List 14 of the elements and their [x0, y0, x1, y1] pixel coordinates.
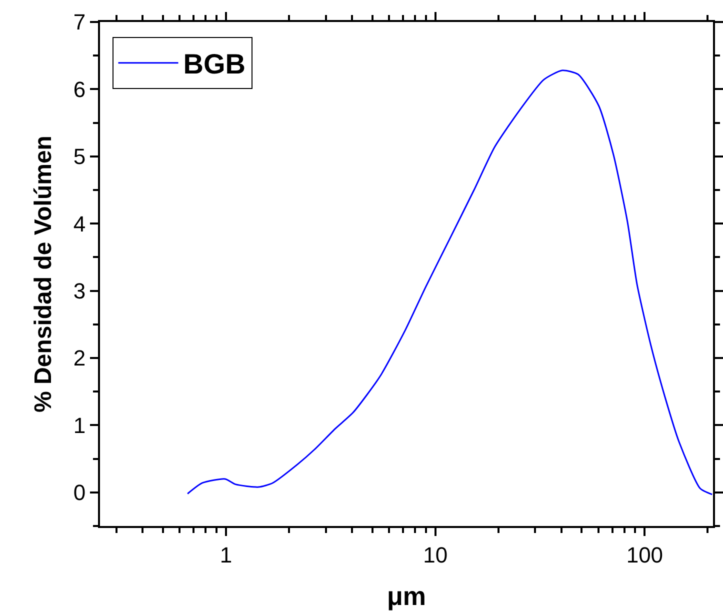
x-tick-label: 10 [423, 542, 448, 568]
y-tick-label: 2 [73, 346, 86, 371]
x-tick-label: 1 [220, 542, 232, 568]
y-tick-label: 0 [73, 480, 86, 506]
y-tick-label: 4 [73, 211, 86, 236]
x-axis-title: μm [386, 581, 426, 611]
y-tick-label: 3 [73, 278, 86, 304]
y-tick-label: 6 [73, 76, 86, 102]
y-tick-label: 5 [73, 144, 86, 170]
y-tick-label: 7 [73, 10, 86, 35]
y-axis-title: % Densidad de Volúmen [30, 136, 57, 412]
x-tick-label: 100 [626, 542, 664, 568]
legend-label: BGB [183, 48, 246, 80]
y-tick-label: 1 [73, 412, 86, 438]
